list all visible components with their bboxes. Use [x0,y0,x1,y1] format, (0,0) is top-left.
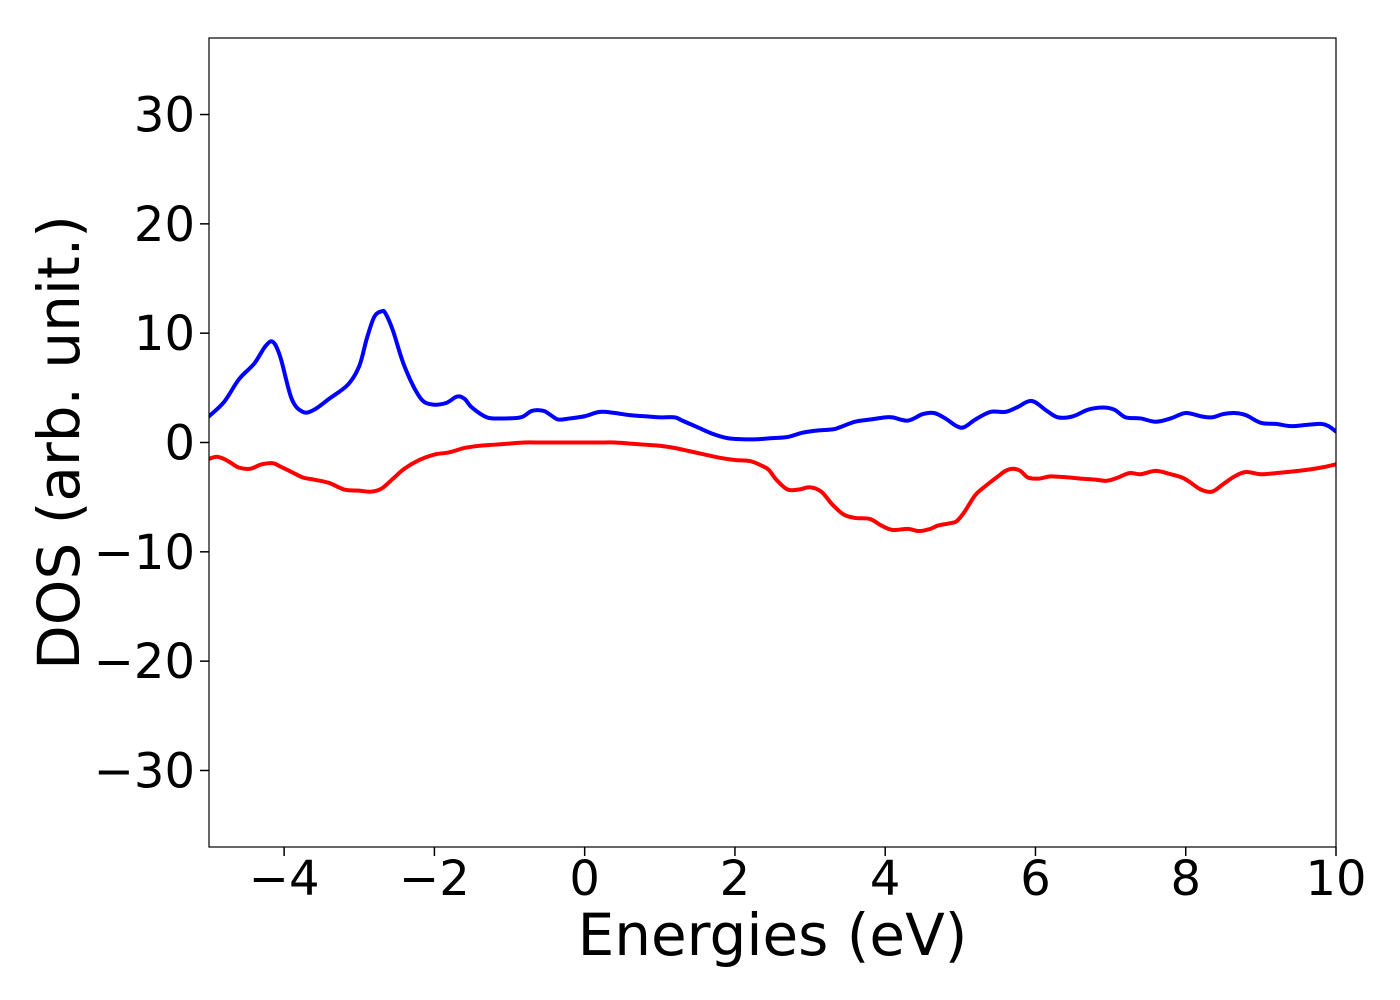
x-tick-label: 6 [1020,851,1051,907]
y-axis-label: DOS (arb. unit.) [25,215,93,670]
y-axis: −30 −20 −10 0 10 20 30 [94,88,209,799]
x-tick-label: 4 [870,851,901,907]
plot-frame [208,37,1337,848]
x-tick-label: 0 [569,851,600,907]
series-line-2 [209,440,1336,534]
x-tick-label: −4 [249,851,320,907]
y-tick-label: 0 [164,416,195,472]
y-tick-label: −10 [94,525,195,581]
x-axis: −4 −2 0 2 4 6 8 10 [249,847,1367,907]
x-tick-label: 2 [720,851,751,907]
x-axis-label: Energies (eV) [578,901,968,969]
y-tick-label: 30 [134,88,195,144]
x-tick-label: 8 [1170,851,1201,907]
x-tick-label: 10 [1305,851,1366,907]
y-tick-label: −30 [94,743,195,799]
y-tick-label: 10 [134,306,195,362]
series-layer [209,308,1336,534]
series-line-1 [209,308,1336,442]
x-tick-label: −2 [399,851,470,907]
y-tick-label: 20 [134,197,195,253]
y-tick-label: −20 [94,634,195,690]
